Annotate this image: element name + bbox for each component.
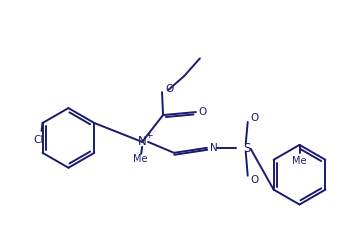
Text: O: O xyxy=(199,107,207,117)
Text: +: + xyxy=(145,131,153,140)
Text: S: S xyxy=(243,142,250,155)
Text: Me: Me xyxy=(133,154,148,164)
Text: O: O xyxy=(251,113,259,123)
Text: Cl: Cl xyxy=(34,135,44,145)
Text: N: N xyxy=(210,143,218,153)
Text: N: N xyxy=(138,135,146,148)
Text: Me: Me xyxy=(292,156,307,166)
Text: O: O xyxy=(251,175,259,185)
Text: O: O xyxy=(165,84,173,94)
